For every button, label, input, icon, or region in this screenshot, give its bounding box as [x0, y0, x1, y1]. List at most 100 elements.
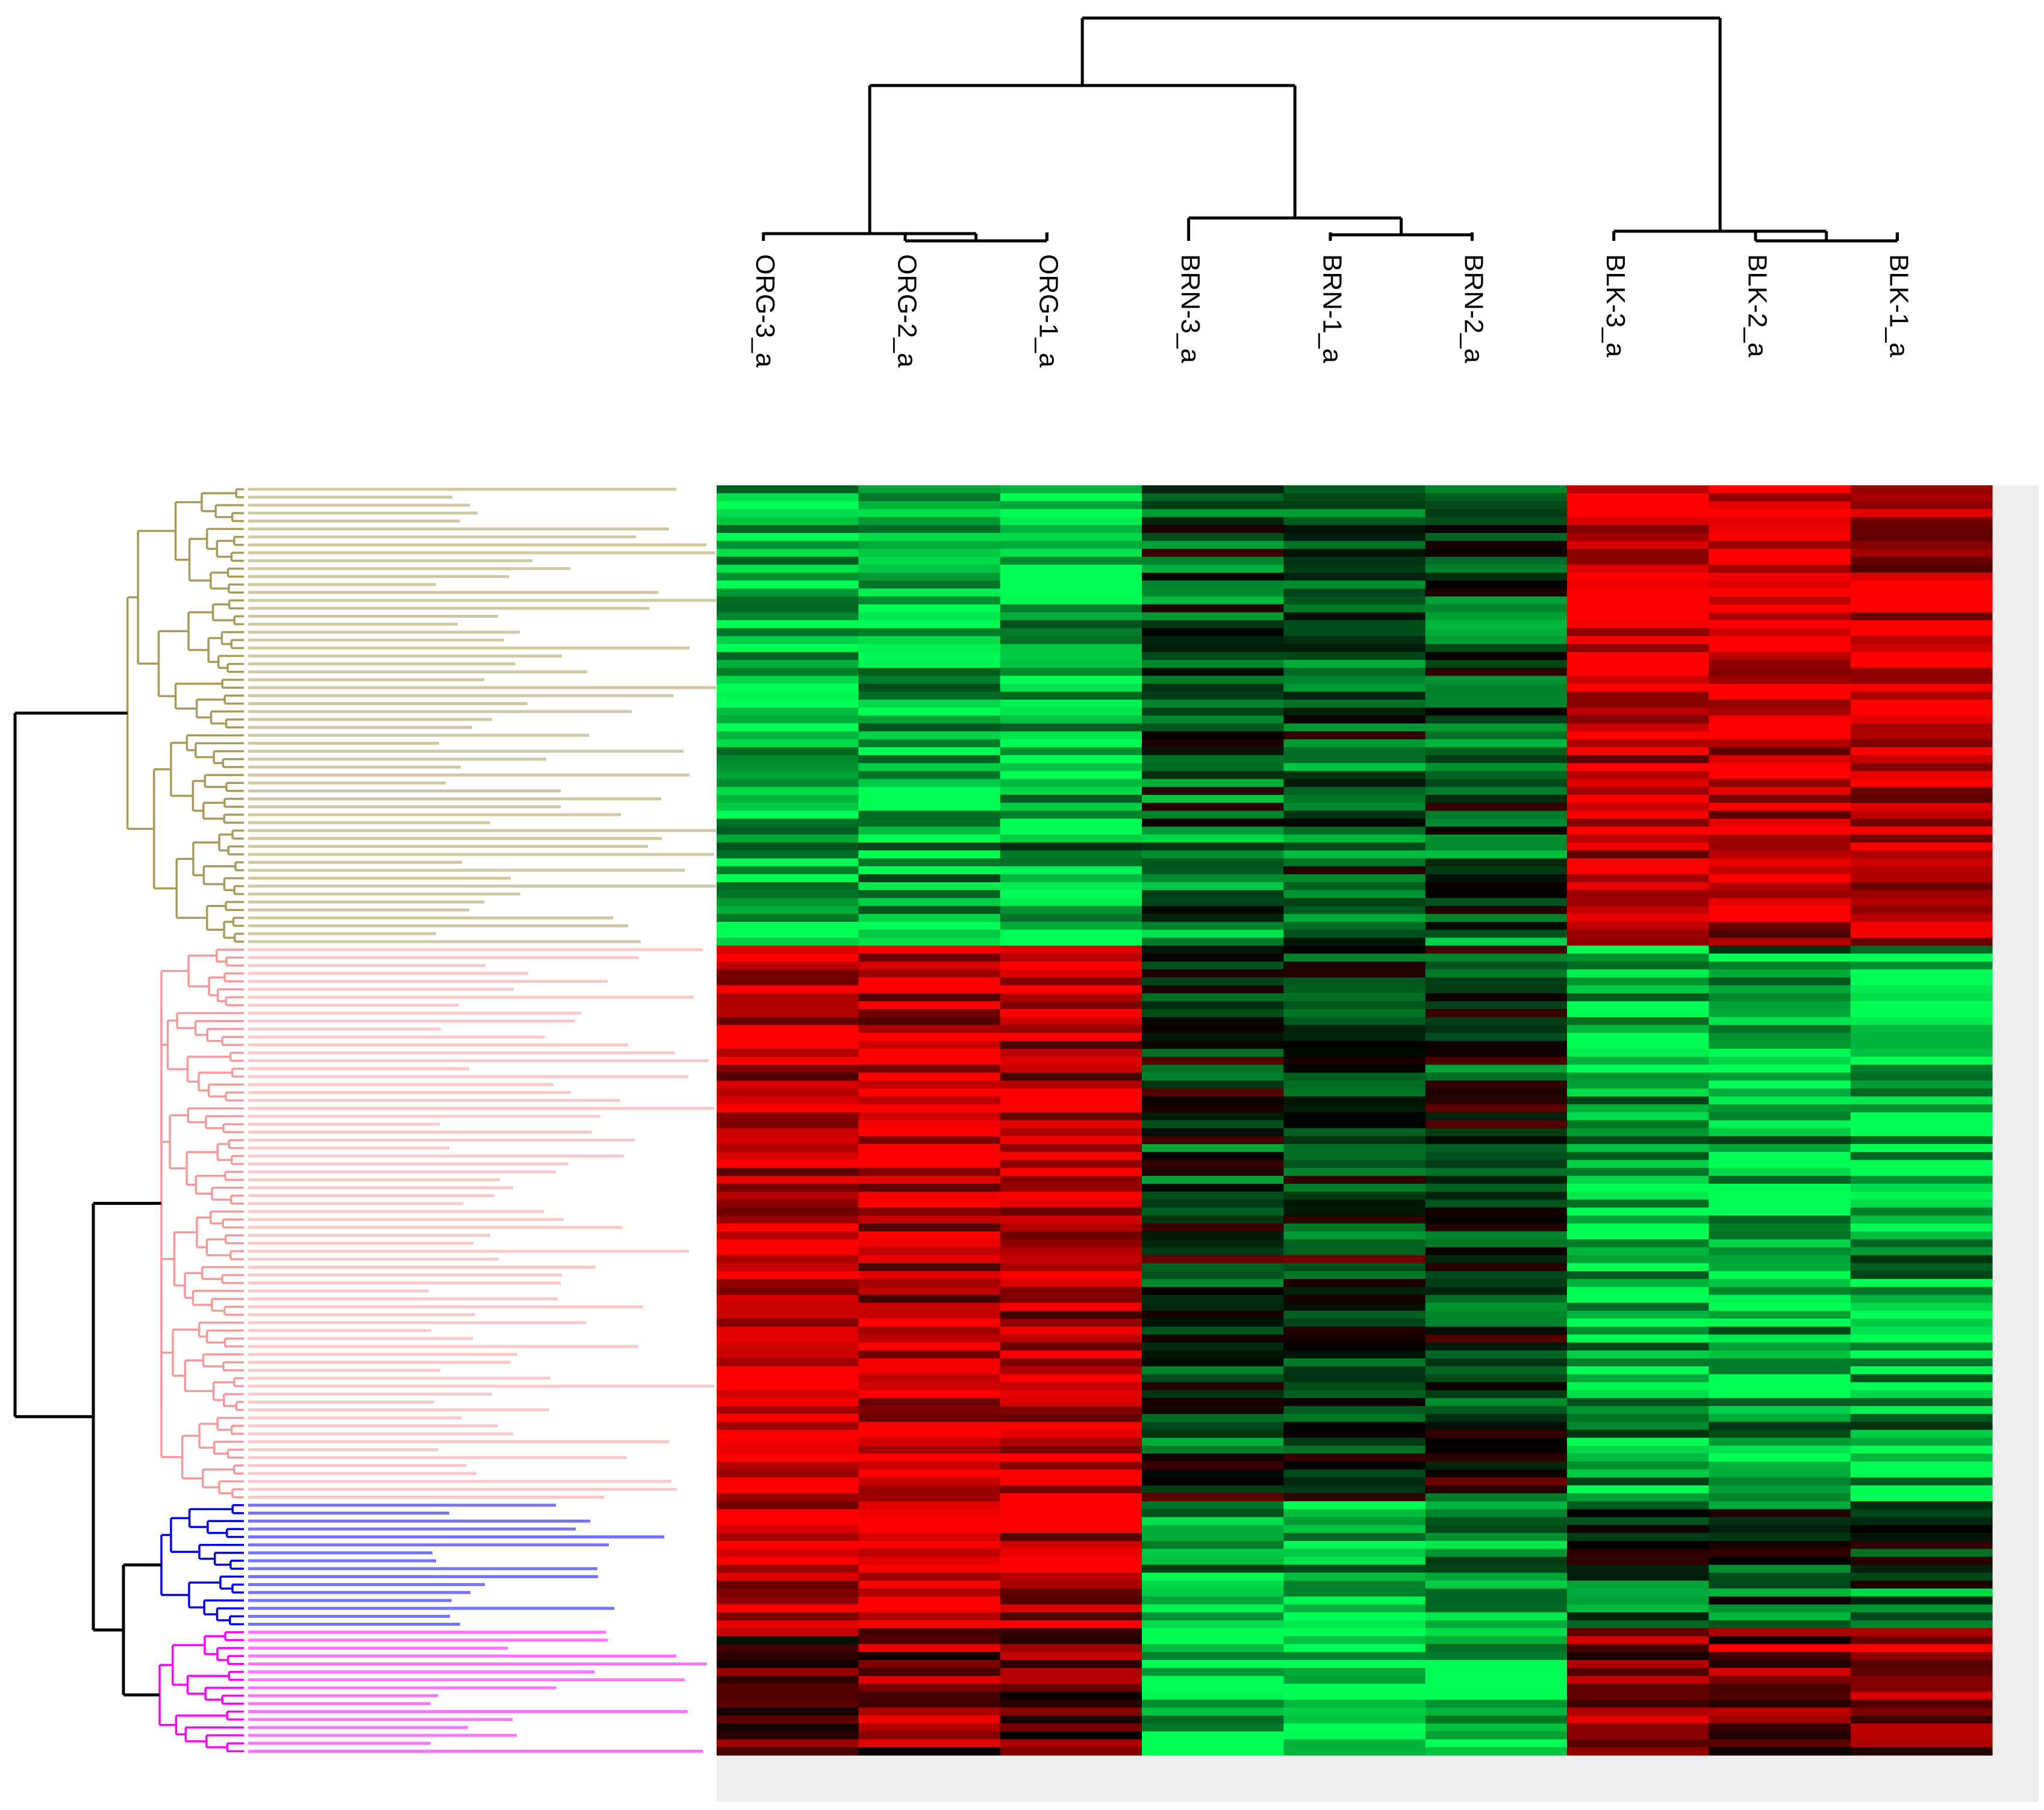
heatmap-cell [858, 1270, 1001, 1280]
heatmap-cell [1850, 1406, 1993, 1414]
heatmap-cell [1283, 993, 1426, 1002]
heatmap-cell [858, 795, 1001, 803]
heatmap-cell [1850, 1628, 1993, 1637]
heatmap-cell [1425, 699, 1568, 708]
heatmap-cell [1709, 906, 1851, 915]
heatmap-cell [1567, 1532, 1709, 1541]
heatmap-cell [1425, 1072, 1568, 1081]
heatmap-cell [1567, 1549, 1709, 1558]
heatmap-cell [717, 1001, 859, 1010]
row-label [248, 900, 484, 904]
heatmap-cell [1425, 580, 1568, 589]
heatmap-cell [1425, 1739, 1568, 1748]
heatmap-cell [1425, 731, 1568, 740]
heatmap-cell [1850, 1469, 1993, 1478]
column-label: ORG-1_a [1034, 254, 1064, 368]
heatmap-cell [1850, 596, 1993, 605]
heatmap-cell [717, 1382, 859, 1391]
heatmap-cell [1142, 818, 1284, 827]
heatmap-cell [1850, 961, 1993, 970]
row-label [248, 1107, 714, 1110]
heatmap-cell [1283, 1334, 1426, 1343]
heatmap-cell [1142, 1310, 1284, 1319]
heatmap-cell [1425, 556, 1568, 565]
heatmap-cell [1000, 1326, 1142, 1335]
heatmap-cell [1142, 1025, 1284, 1034]
heatmap-cell [858, 1422, 1001, 1431]
heatmap-cell [1425, 1429, 1568, 1438]
heatmap-cell [1283, 1302, 1426, 1311]
row-label [248, 964, 485, 967]
heatmap-cell [1567, 1080, 1709, 1089]
heatmap-cell [1000, 1525, 1142, 1534]
heatmap-cell [1142, 1009, 1284, 1018]
heatmap-cell [717, 906, 859, 915]
heatmap-cell [1567, 1596, 1709, 1605]
heatmap-cell [717, 1525, 859, 1534]
heatmap-cell [858, 1739, 1001, 1748]
heatmap-cell [1850, 580, 1993, 589]
heatmap-cell [1425, 1080, 1568, 1089]
heatmap-cell [1000, 683, 1142, 692]
heatmap-cell [1850, 1684, 1993, 1693]
heatmap-cell [1142, 977, 1284, 986]
heatmap-cell [858, 1287, 1001, 1296]
heatmap-cell [1709, 1033, 1851, 1042]
heatmap-cell [1709, 1088, 1851, 1097]
heatmap-cell [1283, 1612, 1426, 1621]
heatmap-cell [1709, 969, 1851, 978]
heatmap-cell [717, 1659, 859, 1668]
heatmap-cell [1142, 779, 1284, 788]
heatmap-cell [858, 1199, 1001, 1208]
heatmap-cell [1283, 1207, 1426, 1216]
heatmap-cell [1142, 1596, 1284, 1605]
heatmap-cell [858, 1532, 1001, 1541]
heatmap-cell [1567, 541, 1709, 550]
heatmap-cell [1283, 1215, 1426, 1224]
heatmap-cell [717, 485, 859, 494]
heatmap-cell [1709, 1199, 1851, 1208]
heatmap-cell [1283, 1454, 1426, 1462]
column-label: BLK-3_a [1601, 254, 1630, 358]
heatmap-cell [717, 1350, 859, 1359]
heatmap-cell [1850, 1199, 1993, 1208]
heatmap-cell [858, 1326, 1001, 1335]
row-label [248, 1424, 498, 1428]
heatmap-cell [1000, 1517, 1142, 1526]
heatmap-cell [1567, 1207, 1709, 1216]
heatmap-cell [717, 659, 859, 668]
heatmap-cell [1000, 1747, 1142, 1756]
heatmap-cell [717, 699, 859, 708]
heatmap-cell [858, 517, 1001, 526]
heatmap-cell [1567, 1287, 1709, 1296]
heatmap-cell [1000, 1715, 1142, 1724]
heatmap-cell [1709, 588, 1851, 597]
heatmap-cell [1567, 604, 1709, 613]
heatmap-cell [1283, 620, 1426, 629]
heatmap-cell [1142, 874, 1284, 883]
heatmap-cell [1000, 549, 1142, 558]
heatmap-cell [1425, 1168, 1568, 1177]
heatmap-cell [1000, 524, 1142, 533]
heatmap-cell [858, 1175, 1001, 1184]
heatmap-cell [1850, 1310, 1993, 1319]
heatmap-cell [858, 1684, 1001, 1693]
heatmap-cell [1709, 580, 1851, 589]
heatmap-cell [1283, 1152, 1426, 1161]
heatmap-cell [1142, 668, 1284, 676]
row-label [248, 1623, 460, 1626]
row-label [248, 1741, 431, 1745]
heatmap-cell [717, 1112, 859, 1121]
heatmap-cell [1142, 1620, 1284, 1629]
heatmap-cell [1283, 938, 1426, 947]
heatmap-cell [1850, 938, 1993, 947]
heatmap-cell [1567, 1723, 1709, 1732]
heatmap-cell [1283, 549, 1426, 558]
heatmap-cell [1709, 1065, 1851, 1074]
heatmap-cell [1425, 1025, 1568, 1034]
heatmap-cell [1425, 1684, 1568, 1693]
heatmap-cell [1709, 858, 1851, 867]
heatmap-cell [717, 1509, 859, 1518]
row-label [248, 606, 649, 610]
heatmap-cell [1000, 1310, 1142, 1319]
